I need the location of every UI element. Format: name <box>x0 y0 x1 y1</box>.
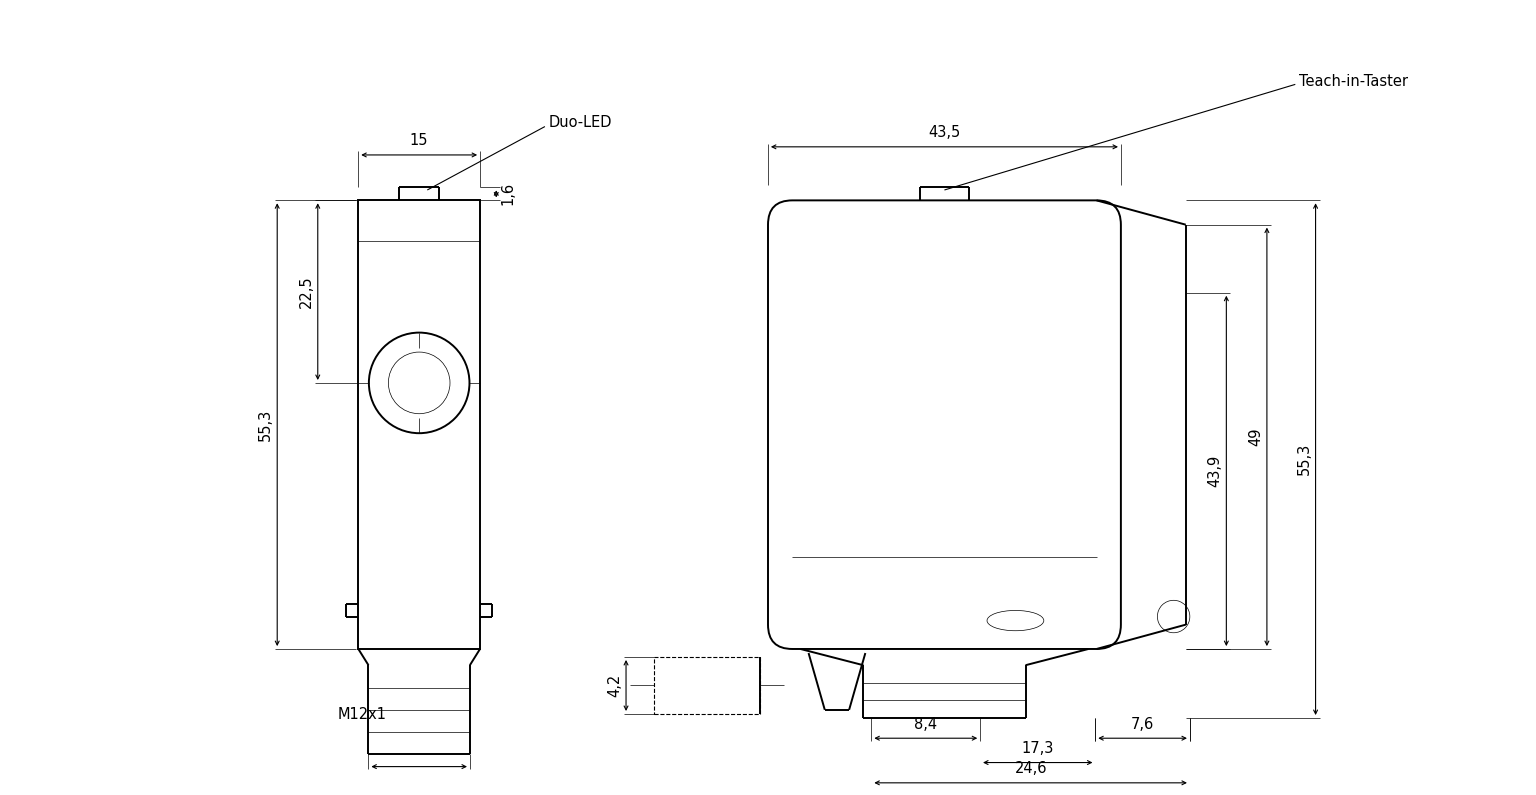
Text: 22,5: 22,5 <box>298 275 313 308</box>
Text: 43,5: 43,5 <box>928 126 960 141</box>
Bar <box>654 657 760 714</box>
Text: 49: 49 <box>1247 428 1263 446</box>
Text: 4,2: 4,2 <box>607 674 622 697</box>
Text: 55,3: 55,3 <box>258 409 273 440</box>
Text: 43,9: 43,9 <box>1207 455 1223 487</box>
Text: 15: 15 <box>410 134 429 149</box>
Text: 55,3: 55,3 <box>1296 443 1312 475</box>
Text: Duo-LED: Duo-LED <box>548 115 613 130</box>
Text: M12x1: M12x1 <box>338 707 387 722</box>
Text: Teach-in-Taster: Teach-in-Taster <box>1299 75 1409 89</box>
Text: 1,6: 1,6 <box>501 182 515 205</box>
Text: 24,6: 24,6 <box>1014 762 1048 777</box>
Bar <box>358 200 481 649</box>
Text: 8,4: 8,4 <box>914 717 937 731</box>
Text: 7,6: 7,6 <box>1130 717 1154 731</box>
Text: 17,3: 17,3 <box>1021 741 1054 756</box>
